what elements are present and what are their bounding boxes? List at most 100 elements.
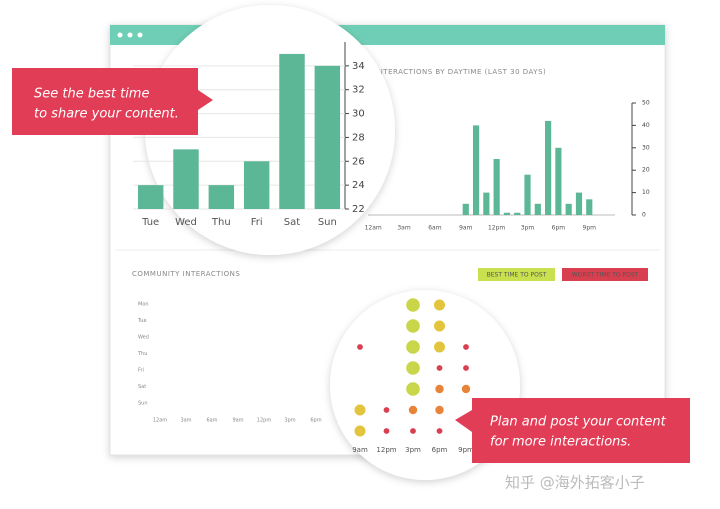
bubble	[406, 340, 420, 354]
x-tick-label: 3pm	[405, 446, 421, 454]
x-tick-label: 3am	[180, 418, 191, 424]
row-label: Thu	[137, 351, 147, 357]
bar	[503, 212, 511, 215]
x-tick-label: 9am	[459, 225, 472, 232]
y-tick-label: 30	[642, 144, 650, 151]
x-tick-label: 12am	[153, 418, 167, 424]
bar	[208, 185, 235, 209]
bar	[555, 147, 562, 215]
callout: See the best time to share your content.	[12, 68, 213, 135]
row-label: Tue	[137, 318, 147, 324]
chart-title: INTERACTIONS BY DAYTIME (LAST 30 DAYS)	[375, 68, 546, 76]
x-tick-label: Thu	[211, 217, 231, 228]
bar	[524, 174, 531, 215]
y-tick-label: 50	[642, 100, 650, 107]
y-tick-label: 0	[642, 212, 646, 219]
bar	[173, 149, 199, 209]
window-dot	[127, 32, 133, 38]
bubble	[383, 407, 390, 413]
x-tick-label: 6am	[428, 225, 441, 232]
bubble	[354, 404, 366, 416]
bubble	[436, 365, 443, 371]
bar	[575, 192, 583, 215]
bubble	[463, 365, 469, 371]
bar	[243, 161, 270, 209]
callout-box	[455, 398, 690, 463]
bubble	[410, 428, 416, 434]
bubble	[357, 344, 363, 350]
x-tick-label: 3pm	[284, 418, 295, 424]
x-tick-label: Wed	[175, 217, 197, 228]
y-tick-label: 24	[352, 180, 365, 191]
bar	[472, 125, 480, 215]
window-dot	[117, 32, 123, 38]
bar	[279, 53, 305, 209]
bar	[493, 159, 500, 215]
x-tick-label: 9pm	[458, 446, 474, 454]
bubble	[406, 382, 420, 396]
window-dot	[137, 32, 143, 38]
y-tick-label: 40	[642, 122, 650, 129]
bar	[483, 192, 490, 215]
community-chart: COMMUNITY INTERACTIONS BEST TIME TO POST W…	[132, 268, 648, 424]
x-tick-label: Fri	[251, 217, 263, 228]
chart-title: COMMUNITY INTERACTIONS	[132, 270, 240, 278]
bubble	[463, 344, 469, 350]
bubble	[435, 405, 444, 415]
watermark: 知乎 @海外拓客小子	[505, 474, 645, 492]
x-tick-label: 12pm	[488, 225, 505, 232]
legend-button[interactable]	[562, 268, 648, 281]
y-tick-label: 34	[352, 61, 365, 72]
x-tick-label: 12pm	[257, 418, 272, 424]
zoom-chart: 22 24 26 28 30 32 34 Tue Wed Thu Fri Sat Sun	[133, 42, 365, 228]
bubble	[354, 425, 366, 437]
bubble	[434, 299, 445, 311]
bubble	[435, 384, 444, 394]
bubble	[434, 341, 445, 353]
y-tick-label: 26	[352, 156, 365, 167]
callout: Plan and post your content for more inte…	[455, 398, 690, 463]
callout-box	[12, 68, 213, 135]
bar	[462, 203, 469, 215]
y-tick-label: 10	[642, 189, 650, 196]
x-tick-label: 6pm	[432, 446, 448, 454]
bar	[137, 185, 164, 209]
hourly-chart: INTERACTIONS BY DAYTIME (LAST 30 DAYS) 0 1…	[365, 68, 650, 232]
bubble	[383, 428, 390, 434]
callout-text: Plan and post your content	[490, 415, 667, 430]
bubble	[434, 320, 445, 332]
x-tick-label: 9am	[352, 446, 368, 454]
bar	[545, 120, 552, 215]
y-tick-label: 32	[352, 85, 365, 96]
bar	[534, 203, 541, 215]
x-tick-label: Tue	[141, 217, 159, 228]
row-label: Wed	[138, 335, 149, 341]
bar	[586, 199, 593, 215]
row-label: Sun	[138, 401, 148, 407]
bar	[565, 203, 572, 215]
x-tick-label: 9am	[232, 418, 243, 424]
row-label: Mon	[138, 302, 149, 308]
bar	[514, 212, 521, 215]
bubble-zoom: 9am 12pm 3pm 6pm 9pm	[352, 298, 474, 454]
row-label: Fri	[138, 368, 144, 374]
x-tick-label: Sun	[318, 217, 337, 228]
legend-button[interactable]	[478, 268, 555, 281]
x-tick-label: 6am	[206, 418, 217, 424]
x-tick-label: 6pm	[552, 225, 566, 232]
y-tick-label: 20	[642, 167, 650, 174]
y-tick-label: 30	[352, 109, 365, 120]
bar	[314, 65, 341, 209]
bubble	[408, 405, 418, 415]
legend-label: WORST TIME TO POST	[572, 272, 639, 279]
x-tick-label: 12pm	[376, 446, 396, 454]
bubble	[461, 384, 471, 394]
row-label: Sat	[138, 384, 146, 390]
bubble	[406, 319, 420, 333]
x-tick-label: Sat	[284, 217, 300, 228]
callout-text: for more interactions.	[490, 435, 631, 450]
x-tick-label: 12am	[365, 225, 382, 232]
y-tick-label: 28	[352, 132, 365, 143]
x-tick-label: 3am	[397, 225, 410, 232]
